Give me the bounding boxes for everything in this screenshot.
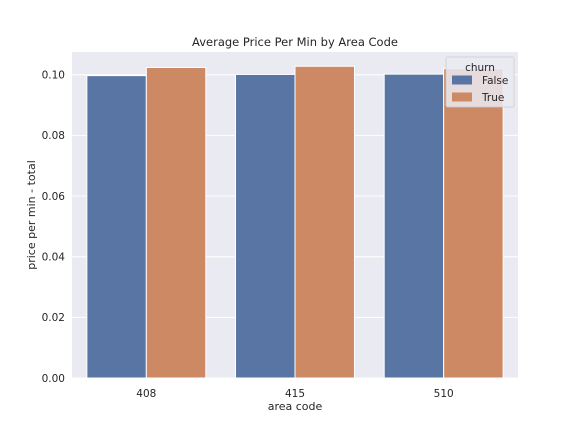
legend-swatch-false — [452, 75, 472, 85]
y-axis-ticks: 0.00 0.02 0.04 0.06 0.08 0.10 — [42, 70, 66, 385]
y-tick-label: 0.02 — [42, 312, 65, 324]
legend-swatch-true — [452, 92, 472, 102]
y-tick-label: 0.04 — [42, 251, 66, 263]
x-axis-label: area code — [268, 400, 323, 413]
y-tick-label: 0.00 — [42, 373, 65, 385]
bar-415-true — [294, 65, 355, 379]
x-axis-ticks: 408 415 510 — [136, 388, 453, 400]
chart-title: Average Price Per Min by Area Code — [192, 35, 398, 49]
x-tick-label: 415 — [285, 388, 305, 400]
bar-408-true — [145, 66, 207, 379]
bar-415-false — [235, 73, 296, 379]
bar-510-false — [383, 73, 445, 379]
legend: churn False True — [445, 56, 515, 108]
y-axis-label: price per min - total — [25, 160, 38, 270]
legend-label-false: False — [482, 75, 508, 87]
bar-408-false — [86, 75, 147, 379]
legend-title: churn — [465, 62, 495, 74]
x-tick-label: 408 — [136, 388, 156, 400]
x-tick-label: 510 — [434, 388, 454, 400]
y-tick-label: 0.06 — [42, 191, 66, 203]
legend-label-true: True — [481, 92, 504, 104]
y-tick-label: 0.10 — [42, 70, 65, 82]
bars-group — [86, 65, 504, 379]
y-tick-label: 0.08 — [42, 130, 65, 142]
legend-items: False True — [452, 75, 508, 104]
bar-510-true — [443, 68, 504, 379]
